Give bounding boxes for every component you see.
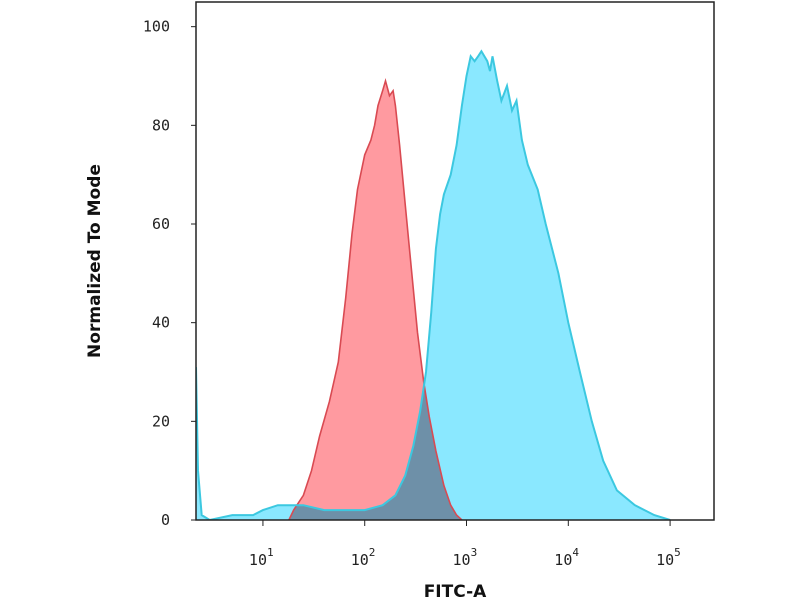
x-tick-label: 104: [554, 546, 579, 569]
x-tick-exponent: 2: [369, 546, 376, 559]
y-tick-label: 60: [152, 215, 170, 233]
plot-area: [196, 49, 671, 520]
x-axis-title: FITC-A: [424, 582, 487, 600]
x-tick-exponent: 3: [471, 546, 478, 559]
x-tick-label: 103: [453, 546, 478, 569]
x-axis: 101 102 103 104 105: [249, 520, 681, 569]
x-tick-base: 10: [656, 551, 674, 569]
x-tick-label: 101: [249, 546, 274, 569]
series-red-line: [288, 77, 463, 520]
x-tick-base: 10: [554, 551, 572, 569]
plot-frame: [195, 1, 715, 521]
x-tick-exponent: 1: [267, 546, 274, 559]
series-red-fill: [288, 80, 462, 520]
y-tick-label: 0: [161, 511, 170, 529]
y-axis-title: Normalized To Mode: [85, 164, 105, 358]
y-tick-label: 80: [152, 116, 170, 134]
y-tick-label: 100: [143, 18, 170, 36]
x-tick-exponent: 4: [572, 546, 579, 559]
x-tick-label: 102: [351, 546, 376, 569]
x-tick-label: 105: [656, 546, 681, 569]
series-blue-fill: [196, 51, 671, 520]
x-tick-base: 10: [453, 551, 471, 569]
x-tick-base: 10: [249, 551, 267, 569]
x-tick-exponent: 5: [674, 546, 681, 559]
y-tick-label: 40: [152, 314, 170, 332]
y-tick-label: 20: [152, 412, 170, 430]
y-axis: 0 20 40 60 80 100: [143, 18, 196, 529]
series-blue-line: [196, 49, 671, 520]
x-tick-base: 10: [351, 551, 369, 569]
